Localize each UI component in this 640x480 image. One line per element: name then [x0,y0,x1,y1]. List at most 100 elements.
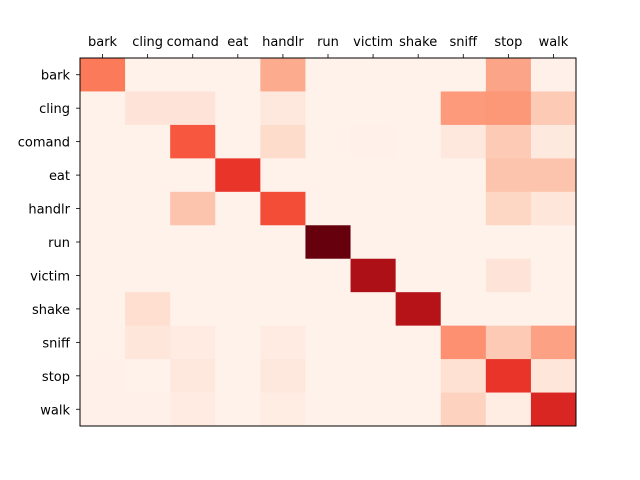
heatmap-cell-comand-victim [351,125,396,159]
heatmap-cell-cling-eat [215,91,260,125]
heatmap-cell-walk-victim [351,393,396,427]
x-tick-label-eat: eat [227,35,248,50]
heatmap-cell-shake-run [305,292,350,326]
heatmap-cell-victim-handlr [260,259,305,293]
heatmap-cell-walk-stop [486,393,531,427]
heatmap-cell-shake-sniff [441,292,486,326]
heatmap-cell-shake-handlr [260,292,305,326]
heatmap-cell-sniff-sniff [441,326,486,360]
heatmap-cell-run-comand [170,225,215,259]
heatmap-cell-cling-comand [170,91,215,125]
heatmap-cell-sniff-run [305,326,350,360]
heatmap-cell-run-stop [486,225,531,259]
x-tick-label-walk: walk [539,35,569,50]
heatmap-cell-comand-cling [125,125,170,159]
heatmap-cell-shake-stop [486,292,531,326]
heatmap-cell-sniff-handlr [260,326,305,360]
y-tick-label-run: run [48,236,70,251]
heatmap-cell-victim-sniff [441,259,486,293]
y-tick-label-handlr: handlr [28,203,70,218]
heatmap-cell-handlr-victim [351,192,396,226]
heatmap-cell-run-victim [351,225,396,259]
y-tick-label-victim: victim [30,269,70,284]
y-tick-label-shake: shake [32,303,70,318]
x-tick-label-sniff: sniff [449,35,478,50]
heatmap-cell-bark-handlr [260,58,305,92]
heatmap-cell-walk-comand [170,393,215,427]
heatmap-cell-handlr-cling [125,192,170,226]
x-tick-label-comand: comand [167,35,219,50]
heatmap-cell-stop-stop [486,359,531,393]
heatmap-cell-victim-comand [170,259,215,293]
heatmap-cell-stop-eat [215,359,260,393]
x-tick-label-victim: victim [353,35,393,50]
heatmap-cell-cling-walk [531,91,576,125]
x-tick-label-handlr: handlr [262,35,304,50]
heatmap-cell-comand-run [305,125,350,159]
heatmap-cell-bark-walk [531,58,576,92]
heatmap-cell-comand-walk [531,125,576,159]
heatmap-cell-eat-comand [170,158,215,192]
heatmap-cell-bark-eat [215,58,260,92]
heatmap-cell-sniff-bark [80,326,125,360]
heatmap-cell-run-eat [215,225,260,259]
heatmap-cell-run-shake [396,225,441,259]
heatmap-cell-comand-comand [170,125,215,159]
heatmap-cell-bark-shake [396,58,441,92]
heatmap-cell-comand-bark [80,125,125,159]
heatmap-cell-handlr-run [305,192,350,226]
heatmap-cell-cling-stop [486,91,531,125]
x-tick-label-stop: stop [494,35,522,50]
heatmap-cell-eat-shake [396,158,441,192]
heatmap-cell-comand-handlr [260,125,305,159]
heatmap-cell-comand-stop [486,125,531,159]
heatmap-cell-eat-run [305,158,350,192]
y-axis-ticks: bark cling comand eat handlr run victim shake sn… [18,69,80,419]
heatmap-cell-victim-victim [351,259,396,293]
heatmap-cell-victim-stop [486,259,531,293]
heatmap-cell-victim-shake [396,259,441,293]
heatmap-cell-walk-walk [531,393,576,427]
heatmap-cell-handlr-eat [215,192,260,226]
heatmap-cell-sniff-cling [125,326,170,360]
heatmap-cell-walk-bark [80,393,125,427]
heatmap-cell-cling-bark [80,91,125,125]
y-tick-label-comand: comand [18,136,70,151]
heatmap-cell-bark-run [305,58,350,92]
heatmap-cell-walk-eat [215,393,260,427]
y-tick-label-bark: bark [41,69,71,84]
heatmap-cell-walk-sniff [441,393,486,427]
heatmap-cell-eat-handlr [260,158,305,192]
heatmap-cell-eat-sniff [441,158,486,192]
heatmap-cell-bark-victim [351,58,396,92]
heatmap-cell-eat-bark [80,158,125,192]
heatmap-cell-run-run [305,225,350,259]
x-tick-label-run: run [317,35,339,50]
heatmap-cell-bark-cling [125,58,170,92]
heatmap-cell-bark-comand [170,58,215,92]
heatmap-cell-victim-run [305,259,350,293]
heatmap-cell-handlr-stop [486,192,531,226]
heatmap-cell-sniff-walk [531,326,576,360]
x-tick-label-cling: cling [132,35,163,50]
x-axis-ticks: bark cling comand eat handlr run victim shake sn… [88,35,569,58]
x-tick-label-bark: bark [88,35,118,50]
heatmap-cell-stop-victim [351,359,396,393]
heatmap-cell-stop-run [305,359,350,393]
heatmap-cell-stop-comand [170,359,215,393]
heatmap-cell-eat-walk [531,158,576,192]
heatmap-cell-handlr-comand [170,192,215,226]
heatmap-cell-shake-bark [80,292,125,326]
heatmap-cell-run-cling [125,225,170,259]
heatmap-cell-cling-run [305,91,350,125]
x-tick-label-shake: shake [399,35,437,50]
heatmap-cell-victim-eat [215,259,260,293]
heatmap-cell-run-sniff [441,225,486,259]
heatmap-cell-run-walk [531,225,576,259]
heatmap-cell-comand-eat [215,125,260,159]
heatmap-cell-cling-victim [351,91,396,125]
heatmap-cell-handlr-bark [80,192,125,226]
heatmap-cell-handlr-handlr [260,192,305,226]
y-tick-label-eat: eat [49,169,70,184]
